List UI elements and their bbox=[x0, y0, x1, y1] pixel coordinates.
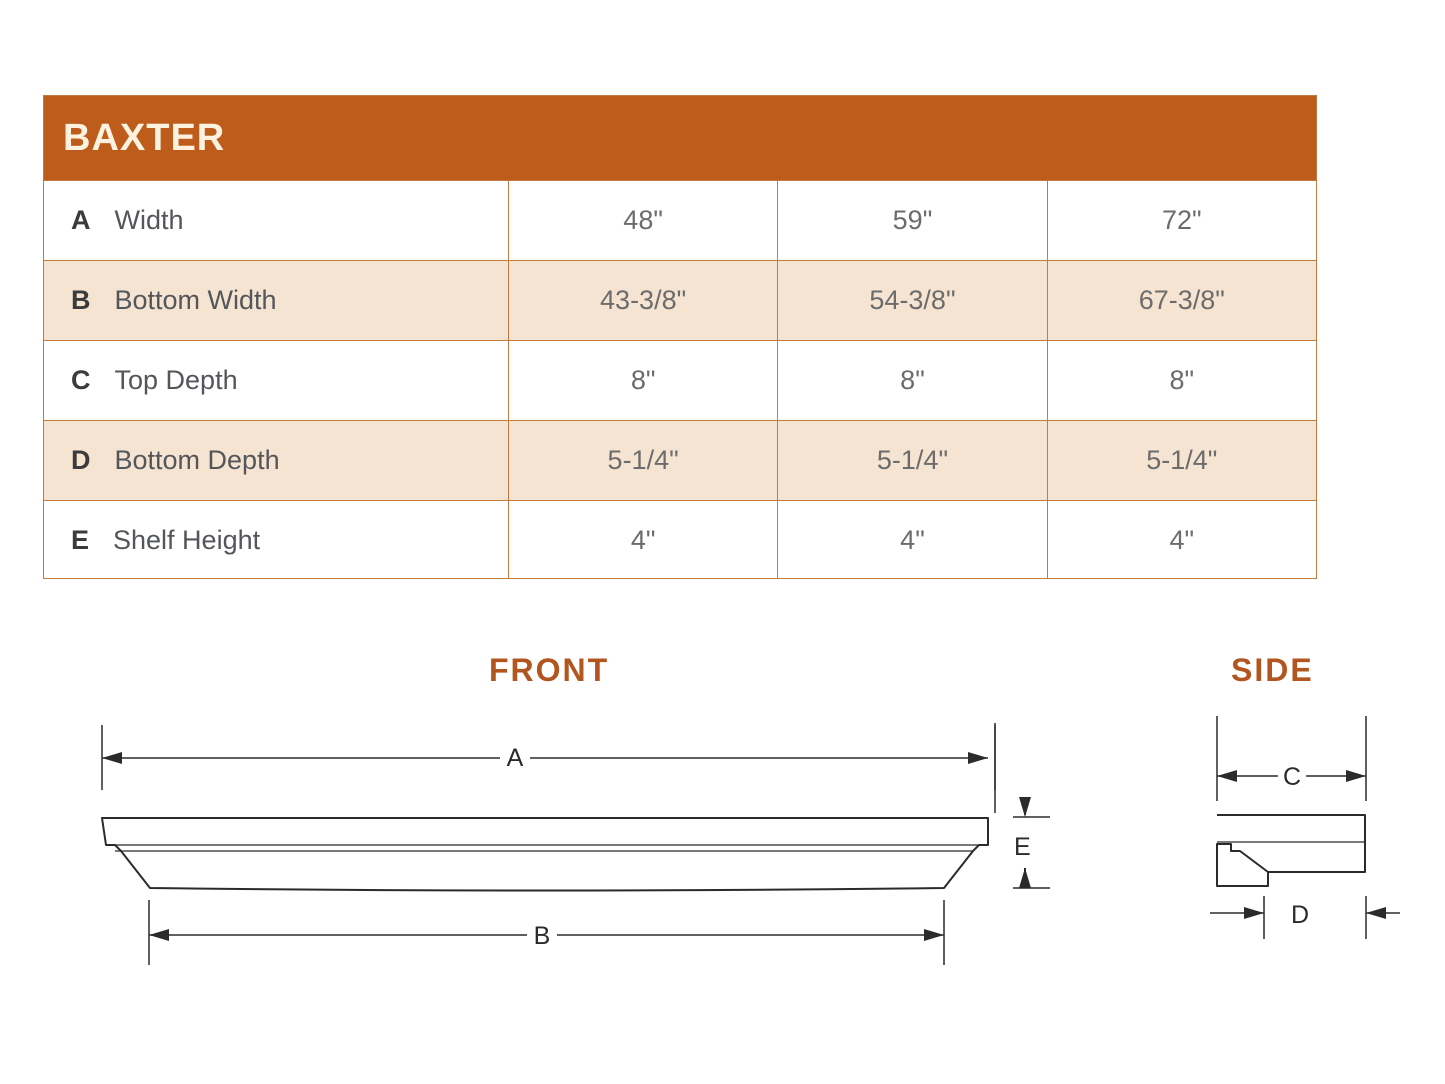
svg-text:D: D bbox=[1291, 901, 1309, 929]
svg-text:C: C bbox=[1283, 763, 1301, 791]
